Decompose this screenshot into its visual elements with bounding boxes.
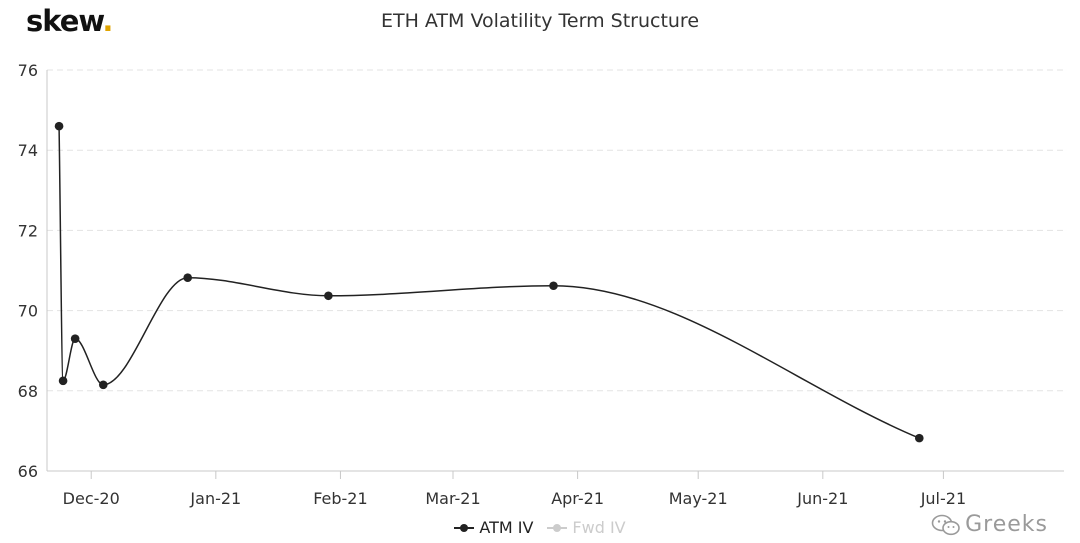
- data-point-atm-iv[interactable]: [58, 376, 68, 386]
- data-point-atm-iv[interactable]: [914, 433, 924, 443]
- legend-swatch-atm: [454, 522, 475, 534]
- series-atm-iv: [54, 121, 924, 443]
- x-tick-label: Apr-21: [551, 489, 604, 508]
- x-tick-label: Feb-21: [313, 489, 367, 508]
- data-point-atm-iv[interactable]: [54, 121, 64, 131]
- x-tick-label: Jun-21: [796, 489, 848, 508]
- y-tick-label: 70: [18, 302, 38, 321]
- legend-swatch-fwd: [547, 522, 568, 534]
- y-tick-label: 72: [18, 221, 38, 240]
- legend-item-fwd-iv[interactable]: Fwd IV: [547, 518, 626, 537]
- chart-title: ETH ATM Volatility Term Structure: [380, 10, 700, 32]
- data-point-atm-iv[interactable]: [549, 281, 558, 291]
- x-tick-label: Dec-20: [63, 489, 120, 508]
- watermark: Greeks: [931, 512, 1048, 537]
- watermark-text: Greeks: [965, 512, 1048, 537]
- x-tick-label: Mar-21: [425, 489, 480, 508]
- y-tick-label: 68: [18, 382, 38, 401]
- y-tick-label: 74: [18, 141, 38, 160]
- legend-label-atm-iv: ATM IV: [479, 518, 534, 537]
- chart-legend: ATM IV Fwd IV: [0, 518, 1080, 537]
- wechat-icon: [931, 514, 960, 535]
- series-line-atm-iv: [58, 126, 920, 439]
- y-tick-label: 66: [18, 462, 38, 481]
- skew-logo: skew.: [26, 4, 113, 38]
- x-tick-label: Jul-21: [920, 489, 966, 508]
- data-point-atm-iv[interactable]: [98, 380, 108, 390]
- data-point-atm-iv[interactable]: [324, 291, 333, 301]
- axes: [46, 70, 1064, 479]
- grid-lines: [47, 69, 1064, 392]
- legend-label-fwd-iv: Fwd IV: [572, 518, 626, 537]
- data-point-atm-iv[interactable]: [70, 334, 80, 343]
- tick-labels: 66 68 70 72 74 76 Dec-20 Jan-21 Feb-21 Mar-21 Apr-…: [18, 61, 966, 508]
- legend-item-atm-iv[interactable]: ATM IV: [454, 518, 533, 537]
- x-tick-label: May-21: [669, 489, 728, 508]
- y-tick-label: 76: [18, 61, 38, 80]
- data-point-atm-iv[interactable]: [183, 273, 192, 283]
- x-tick-label: Jan-21: [189, 489, 241, 508]
